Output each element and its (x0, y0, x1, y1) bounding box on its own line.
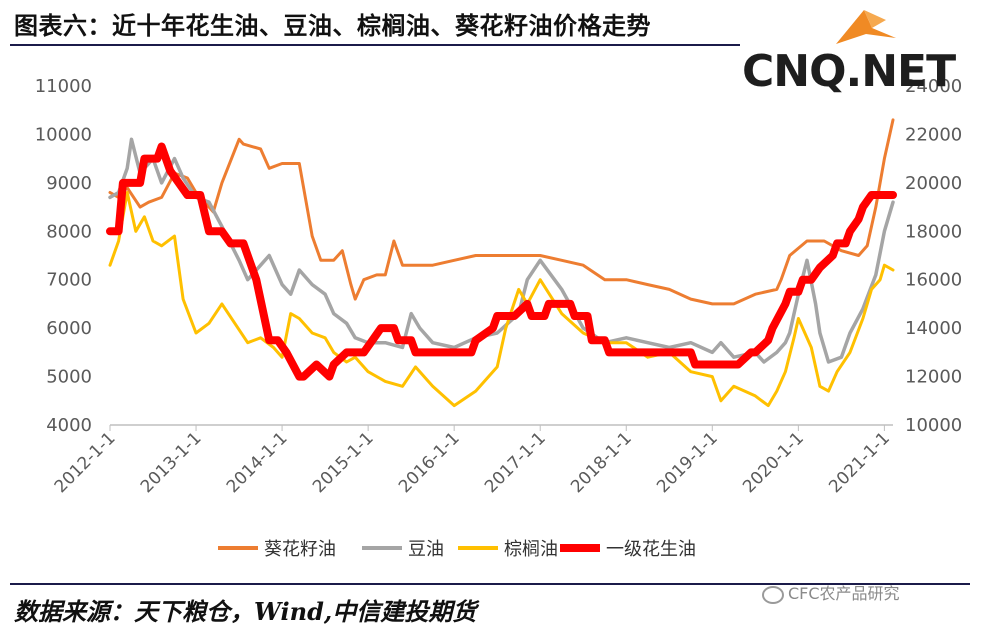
wechat-icon (762, 585, 784, 604)
cnq-logo: CNQ.NET (742, 8, 978, 100)
y-left-tick-label: 7000 (46, 270, 92, 291)
y-left-tick-label: 9000 (46, 173, 92, 194)
title-divider (10, 44, 740, 46)
y-left-tick-label: 5000 (46, 367, 92, 388)
x-tick-label: 2013-1-1 (137, 428, 206, 497)
y-left-tick-label: 10000 (35, 124, 92, 145)
x-tick-label: 2014-1-1 (223, 428, 292, 497)
x-tick-label: 2016-1-1 (395, 428, 464, 497)
y-right-tick-label: 16000 (905, 270, 962, 291)
watermark-text: CFC农产品研究 (788, 584, 900, 603)
y-left-tick-label: 4000 (46, 415, 92, 436)
legend-label: 一级花生油 (606, 539, 696, 560)
legend-label: 棕榈油 (504, 539, 558, 560)
y-right-tick-label: 20000 (905, 173, 962, 194)
source-note: 数据来源：天下粮仓，Wind,中信建投期货 (14, 597, 477, 626)
x-tick-label: 2015-1-1 (309, 428, 378, 497)
footer-divider (10, 583, 970, 585)
chart-legend: 葵花籽油 豆油 棕榈油 一级花生油 (218, 539, 696, 560)
y-right-tick-label: 22000 (905, 124, 962, 145)
logo-bird-icon (836, 10, 896, 44)
y-left-tick-label: 11000 (35, 76, 92, 97)
y-right-tick-label: 14000 (905, 318, 962, 339)
series-line-3 (108, 191, 895, 408)
y-left-tick-label: 6000 (46, 318, 92, 339)
chart-axes: 4000 5000 6000 7000 8000 9000 10000 11000 10000 1… (35, 76, 963, 497)
chart-series-layer (106, 118, 897, 408)
x-tick-label: 2021-1-1 (825, 428, 894, 497)
chart-title: 图表六：近十年花生油、豆油、棕榈油、葵花籽油价格走势 (14, 11, 651, 40)
y-right-tick-label: 24000 (905, 76, 962, 97)
x-tick-label: 2019-1-1 (653, 428, 722, 497)
x-tick-label: 2012-1-1 (51, 428, 120, 497)
logo-text: CNQ.NET (742, 46, 956, 97)
y-left-tick-label: 8000 (46, 221, 92, 242)
x-tick-label: 2017-1-1 (481, 428, 550, 497)
y-right-tick-label: 12000 (905, 367, 962, 388)
wechat-watermark: CFC农产品研究 (762, 580, 900, 604)
series-line-4 (106, 142, 897, 381)
x-tick-label: 2020-1-1 (739, 428, 808, 497)
legend-label: 葵花籽油 (264, 539, 336, 560)
y-right-tick-label: 18000 (905, 221, 962, 242)
series-line-1 (108, 118, 895, 306)
series-line-2 (108, 137, 895, 364)
x-tick-label: 2018-1-1 (567, 428, 636, 497)
y-right-tick-label: 10000 (905, 415, 962, 436)
legend-label: 豆油 (408, 539, 444, 560)
